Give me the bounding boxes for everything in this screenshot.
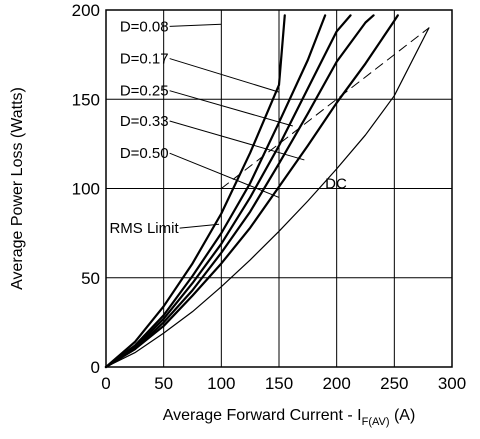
leader-d-0-08 — [169, 23, 222, 27]
x-tick-label: 200 — [322, 374, 350, 393]
annotation-d-0-33: D=0.33 — [120, 113, 169, 130]
leader-d-0-50 — [169, 152, 280, 198]
leader-d-0-17 — [169, 58, 280, 93]
y-tick-label: 150 — [72, 90, 100, 109]
y-axis-label: Average Power Loss (Watts) — [9, 87, 26, 290]
series-d-0-17 — [104, 14, 327, 369]
series-d-0-08 — [104, 14, 286, 369]
x-axis-label: Average Forward Current - IF(AV) (A) — [163, 407, 416, 428]
x-tick-label: 150 — [265, 374, 293, 393]
grid — [105, 9, 453, 368]
leader-rms-limit — [179, 223, 220, 229]
annotation-dc: DC — [325, 176, 347, 193]
data-curves — [104, 14, 430, 369]
y-tick-label: 100 — [72, 180, 100, 199]
plot-frame — [105, 9, 453, 368]
annotation-rms-limit: RMS Limit — [109, 220, 179, 237]
series-rms-limit — [220, 27, 430, 189]
series-dc — [105, 27, 430, 368]
x-axis-label-main: Average Forward Current - I — [163, 407, 362, 424]
annotation-d-0-25: D=0.25 — [120, 83, 169, 100]
x-tick-label: 250 — [380, 374, 408, 393]
tick-labels: 0 50 100 150 200 250 300 0 50 100 150 200 — [72, 1, 467, 393]
annotation-d-0-50: D=0.50 — [120, 145, 169, 162]
x-axis-label-subscript: F(AV) — [362, 416, 390, 428]
leader-d-0-25 — [169, 90, 293, 127]
x-tick-label: 50 — [154, 374, 173, 393]
series-d-0-25 — [104, 14, 352, 369]
leader-d-0-33 — [169, 120, 305, 161]
y-tick-label: 50 — [81, 269, 100, 288]
x-axis-label-unit: (A) — [390, 407, 416, 424]
y-tick-label: 0 — [91, 358, 100, 377]
annotation-d-0-17: D=0.17 — [120, 51, 169, 68]
x-tick-label: 0 — [101, 374, 110, 393]
annotations: D=0.08 D=0.17 D=0.25 D=0.33 D=0.50 RMS Limit D… — [109, 18, 347, 237]
y-tick-label: 200 — [72, 1, 100, 20]
series-d-0-33 — [104, 14, 375, 369]
annotation-d-0-08: D=0.08 — [120, 18, 169, 35]
series-d-0-50 — [104, 14, 399, 369]
x-tick-label: 100 — [207, 374, 235, 393]
x-tick-label: 300 — [438, 374, 466, 393]
